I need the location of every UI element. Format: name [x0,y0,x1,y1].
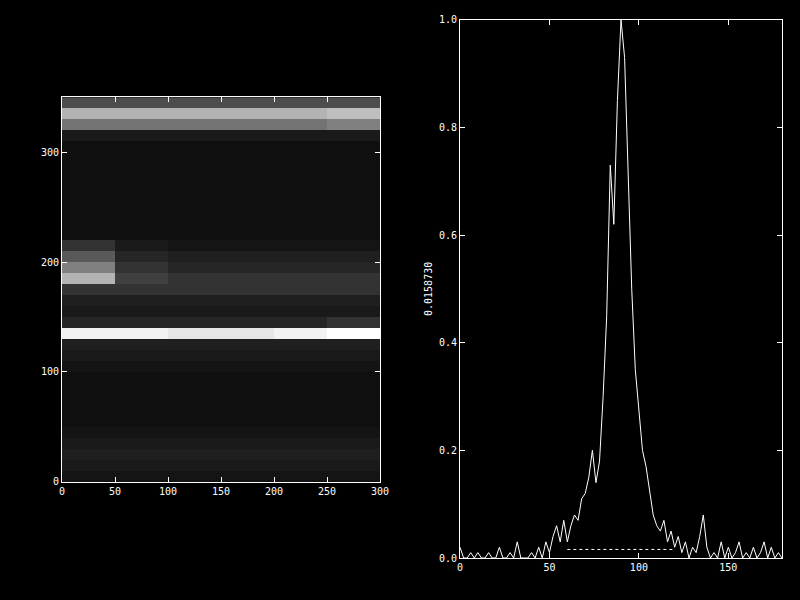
svg-text:250: 250 [318,486,336,497]
svg-text:0.0158730: 0.0158730 [423,262,434,316]
svg-text:0.6: 0.6 [439,230,457,241]
svg-text:100: 100 [159,486,177,497]
svg-text:300: 300 [371,486,389,497]
svg-text:200: 200 [265,486,283,497]
svg-text:300: 300 [41,147,59,158]
svg-text:100: 100 [630,562,648,573]
svg-text:0: 0 [59,486,65,497]
svg-text:0.0: 0.0 [439,553,457,564]
svg-text:0.8: 0.8 [439,122,457,133]
svg-text:1.0: 1.0 [439,14,457,25]
svg-text:0: 0 [53,476,59,487]
svg-text:0.2: 0.2 [439,445,457,456]
svg-text:0.4: 0.4 [439,337,457,348]
svg-text:50: 50 [109,486,121,497]
svg-text:50: 50 [543,562,555,573]
svg-text:0: 0 [457,562,463,573]
svg-text:200: 200 [41,257,59,268]
svg-text:100: 100 [41,366,59,377]
svg-text:150: 150 [212,486,230,497]
svg-text:150: 150 [719,562,737,573]
